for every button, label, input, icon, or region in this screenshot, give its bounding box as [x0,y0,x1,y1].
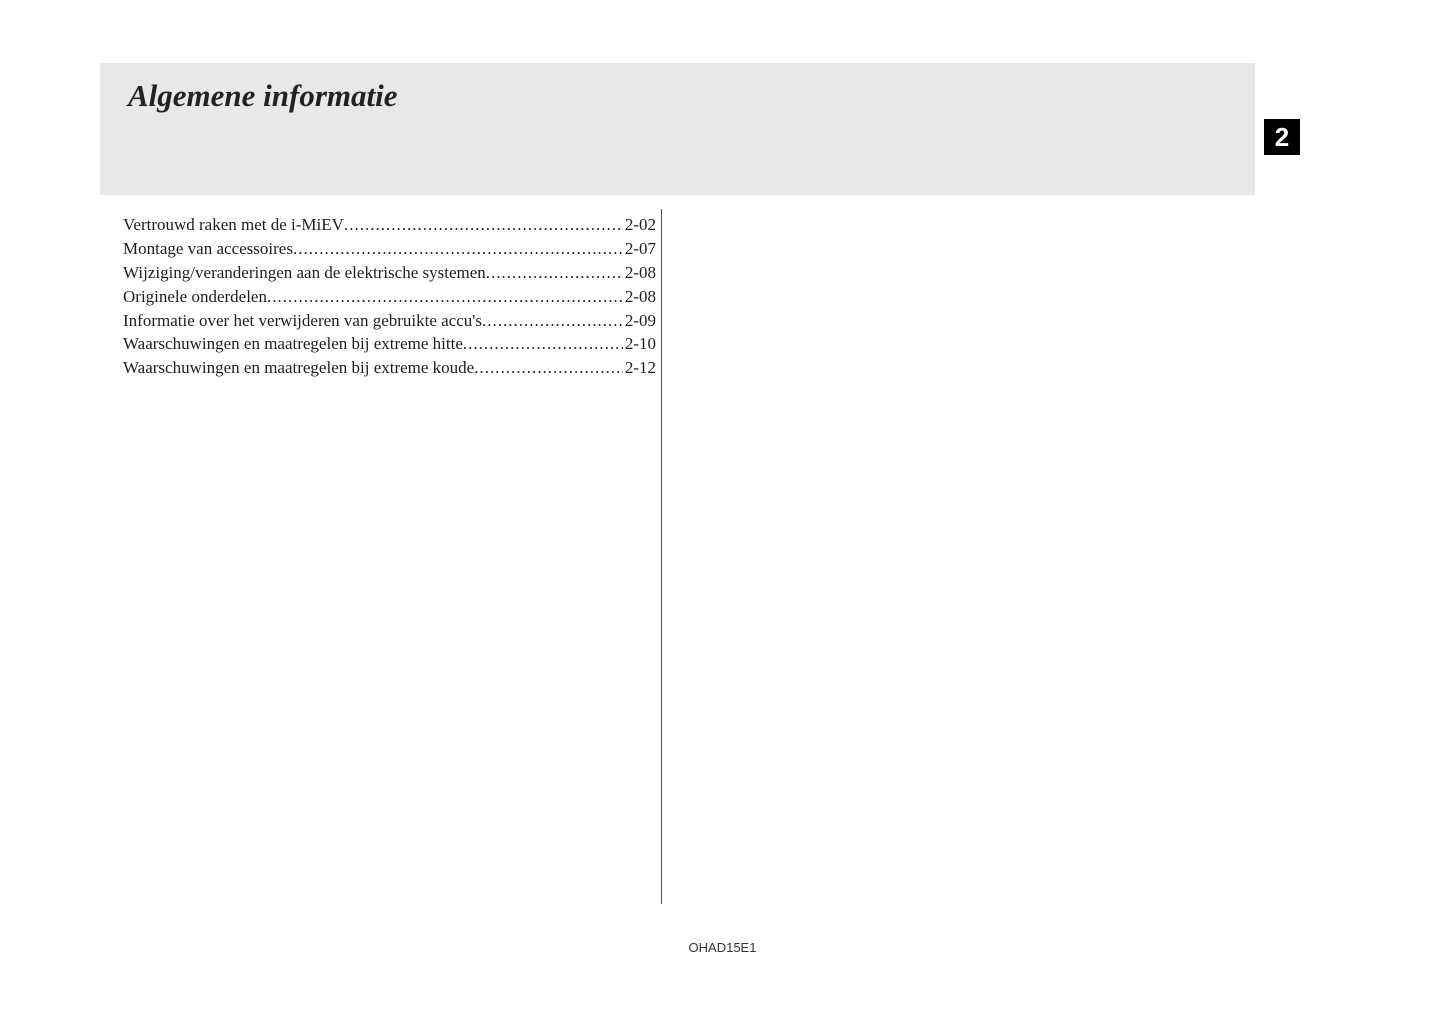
toc-entry: Wijziging/veranderingen aan de elektrisc… [123,263,656,283]
toc-entry-page: 2-07 [623,239,656,259]
toc-entry: Vertrouwd raken met de i-MiEV 2-02 [123,215,656,235]
footer-code: OHAD15E1 [0,940,1445,955]
toc-entry-label: Wijziging/veranderingen aan de elektrisc… [123,263,486,283]
toc-entry-page: 2-02 [623,215,656,235]
toc-entry-label: Montage van accessoires [123,239,293,259]
toc-leader-dots [486,263,623,283]
toc-entry: Originele onderdelen 2-08 [123,287,656,307]
page-title: Algemene informatie [128,78,398,114]
toc-entry-page: 2-10 [623,334,656,354]
toc-entry-label: Waarschuwingen en maatregelen bij extrem… [123,334,463,354]
toc-entry-page: 2-09 [623,311,656,331]
toc-entry-page: 2-08 [623,287,656,307]
toc-entry-page: 2-12 [623,358,656,378]
toc-leader-dots [482,311,623,331]
manual-page: Algemene informatie 2 Vertrouwd raken me… [0,0,1445,1026]
toc-entry: Waarschuwingen en maatregelen bij extrem… [123,358,656,378]
toc-entry: Waarschuwingen en maatregelen bij extrem… [123,334,656,354]
column-divider [661,209,662,904]
toc-entry-label: Originele onderdelen [123,287,267,307]
toc-leader-dots [267,287,623,307]
toc-entry-label: Vertrouwd raken met de i-MiEV [123,215,344,235]
toc-entry: Montage van accessoires 2-07 [123,239,656,259]
toc-leader-dots [293,239,623,259]
toc-entry: Informatie over het verwijderen van gebr… [123,311,656,331]
toc-leader-dots [474,358,623,378]
toc-entry-page: 2-08 [623,263,656,283]
toc-leader-dots [463,334,623,354]
toc-leader-dots [344,215,623,235]
toc-entry-label: Informatie over het verwijderen van gebr… [123,311,482,331]
toc-entry-label: Waarschuwingen en maatregelen bij extrem… [123,358,474,378]
chapter-tab: 2 [1264,119,1300,155]
toc-column: Vertrouwd raken met de i-MiEV 2-02 Monta… [123,215,656,382]
